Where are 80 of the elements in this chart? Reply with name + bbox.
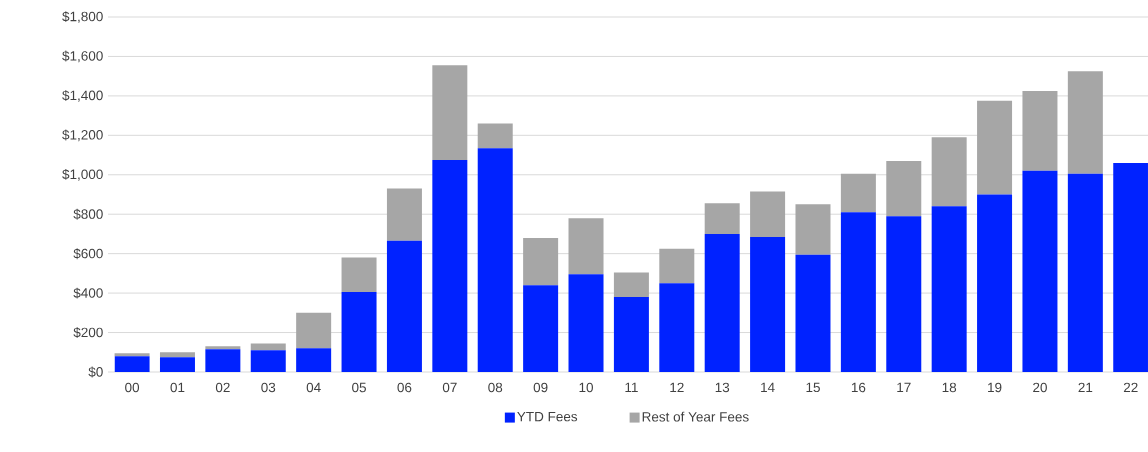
bar: [931, 137, 967, 207]
bar: [432, 159, 468, 372]
legend-label: Rest of Year Fees: [642, 411, 749, 422]
bar: [750, 236, 786, 372]
x-tick-label: 09: [533, 382, 548, 393]
x-tick-label: 04: [306, 382, 321, 393]
bar: [341, 292, 377, 372]
y-tick-label: $1,800: [62, 11, 103, 23]
bar: [977, 194, 1013, 372]
bar: [341, 257, 377, 293]
bar: [840, 212, 876, 372]
bar: [296, 312, 332, 349]
bar: [613, 297, 649, 372]
x-tick-label: 14: [761, 382, 775, 392]
x-tick-label: 22: [1123, 382, 1138, 393]
bar: [523, 237, 559, 286]
bar: [386, 240, 422, 372]
bar: [886, 216, 922, 372]
bar: [613, 272, 649, 298]
y-tick-label: $400: [73, 287, 103, 299]
x-tick-label: 12: [670, 382, 684, 393]
bar: [159, 357, 195, 372]
x-tick-label: 10: [579, 382, 593, 393]
x-tick-label: 01: [170, 382, 185, 393]
x-tick-label: 18: [942, 382, 957, 393]
bar: [114, 353, 150, 357]
bar: [205, 346, 241, 350]
x-tick-label: 08: [488, 382, 503, 393]
x-tick-label: 15: [806, 382, 820, 393]
bar: [1113, 162, 1148, 372]
x-tick-label: 13: [715, 382, 730, 393]
x-tick-label: 21: [1078, 382, 1093, 393]
bar: [977, 100, 1013, 195]
x-tick-label: 19: [988, 382, 1002, 393]
bar: [886, 160, 922, 217]
legend-label: YTD Fees: [517, 411, 578, 422]
x-tick-label: 17: [897, 382, 911, 392]
x-tick-label: 05: [352, 382, 366, 393]
x-tick-label: 00: [125, 382, 140, 393]
bar: [523, 285, 559, 372]
bar: [704, 203, 740, 234]
bar: [114, 356, 150, 372]
y-tick-label: $600: [73, 248, 103, 260]
bar: [795, 254, 831, 372]
bar: [1067, 173, 1103, 372]
y-tick-label: $1,400: [62, 90, 103, 102]
bar: [432, 65, 468, 160]
bar: [250, 343, 286, 351]
x-tick-label: 20: [1033, 382, 1047, 393]
bar: [159, 352, 195, 358]
bar: [659, 283, 695, 372]
x-tick-label: 06: [397, 382, 412, 393]
bar: [477, 148, 513, 372]
x-tick-label: 02: [215, 382, 230, 393]
bar: [477, 123, 513, 149]
y-tick-label: $1,600: [62, 50, 103, 63]
bar: [296, 348, 332, 372]
x-tick-label: 11: [625, 382, 638, 392]
y-tick-label: $200: [73, 327, 103, 339]
bar: [1022, 170, 1058, 372]
bar: [750, 191, 786, 237]
x-tick-label: 07: [442, 382, 457, 393]
y-tick-label: $800: [73, 208, 103, 220]
bar: [659, 248, 695, 284]
y-tick-label: $0: [88, 366, 103, 378]
x-tick-label: 03: [261, 382, 276, 393]
y-tick-label: $1,200: [62, 129, 103, 142]
bar: [205, 349, 241, 372]
bar: [795, 204, 831, 255]
bar: [568, 218, 604, 275]
bar: [1067, 71, 1103, 174]
bar: [931, 206, 967, 372]
bar: [250, 350, 286, 372]
bar: [704, 233, 740, 372]
y-tick-label: $1,000: [62, 168, 103, 181]
x-tick-label: 16: [851, 382, 866, 393]
bar: [386, 188, 422, 241]
bar: [1022, 90, 1058, 171]
bar: [840, 173, 876, 213]
bar: [568, 274, 604, 372]
